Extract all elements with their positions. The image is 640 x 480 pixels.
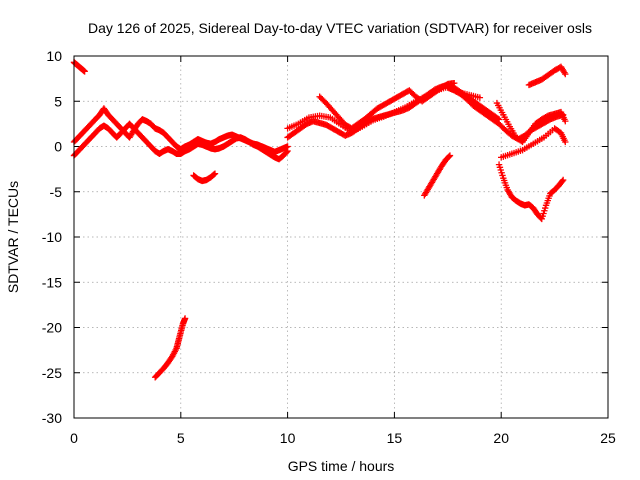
data-point (446, 152, 454, 159)
x-tick-label: 25 (600, 430, 616, 446)
data-point (284, 143, 291, 150)
x-tick-label: 5 (177, 430, 185, 446)
data-series (70, 105, 291, 156)
data-series (421, 152, 454, 199)
chart-title: Day 126 of 2025, Sidereal Day-to-day VTE… (88, 20, 592, 36)
y-tick-label: -15 (42, 274, 62, 290)
data-point (210, 171, 218, 178)
y-tick-label: -5 (50, 184, 63, 200)
data-series (498, 125, 569, 161)
data-point (445, 153, 453, 160)
data-series (70, 59, 88, 75)
data-point (181, 315, 189, 322)
y-tick-label: -10 (42, 229, 62, 245)
data-point (559, 177, 566, 185)
data-series (151, 315, 189, 381)
data-series (284, 81, 503, 141)
y-tick-label: -20 (42, 320, 62, 336)
grid-lines (74, 56, 608, 418)
axis-ticks: 0 5 10 15 20 25 -30 -25 -20 -15 -10 -5 0 5 10 (42, 48, 616, 446)
data-point (211, 170, 219, 177)
data-point (451, 79, 458, 87)
x-axis-label: GPS time / hours (288, 458, 395, 474)
data-points (70, 59, 569, 381)
y-axis-label: SDTVAR / TECUs (5, 181, 21, 293)
data-series (495, 161, 567, 223)
y-tick-label: 5 (54, 93, 62, 109)
x-tick-label: 15 (387, 430, 403, 446)
data-series (493, 99, 569, 146)
data-point (559, 176, 567, 184)
data-point (562, 138, 569, 146)
data-point (476, 94, 484, 101)
data-point (562, 117, 569, 125)
data-point (562, 70, 569, 78)
plot-frame (73, 55, 609, 419)
data-point (561, 69, 568, 76)
x-tick-label: 0 (70, 430, 78, 446)
data-series (525, 63, 569, 89)
x-tick-label: 10 (280, 430, 296, 446)
y-tick-label: -25 (42, 365, 62, 381)
y-tick-label: 0 (54, 139, 62, 155)
y-tick-label: -30 (42, 410, 62, 426)
data-series (190, 170, 219, 185)
data-point (81, 68, 88, 75)
y-tick-label: 10 (46, 48, 62, 64)
x-tick-label: 20 (493, 430, 509, 446)
